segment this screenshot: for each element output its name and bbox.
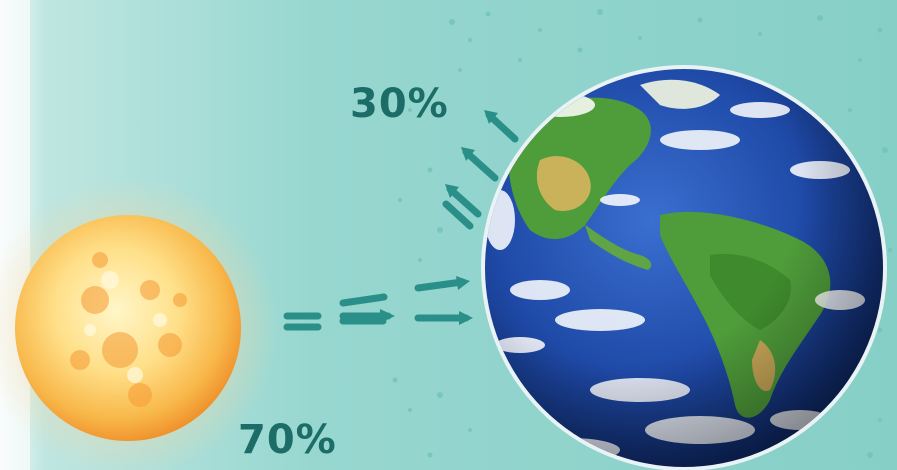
- sun-illustration: [0, 178, 278, 470]
- arrow-heads: [380, 110, 498, 325]
- earth-globe-illustration: [481, 65, 887, 470]
- reflected-percent-label: 30%: [350, 81, 449, 127]
- absorbed-percent-label: 70%: [238, 417, 337, 463]
- speckle-texture: [392, 9, 892, 458]
